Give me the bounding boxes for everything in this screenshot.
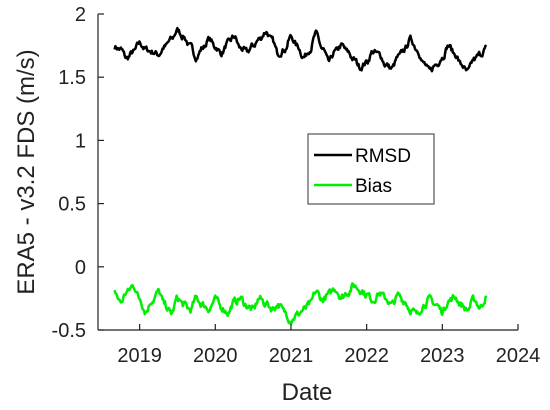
y-tick-label: 0.5 [58,194,86,216]
ticks-layer: -0.5 0 0.5 1 1.5 2 2019 2020 2021 2022 2023 2024 [52,4,541,367]
legend: RMSD Bias [307,133,435,205]
y-tick-label: -0.5 [52,320,86,342]
bias-series-line [113,282,488,325]
y-axis-label: ERA5 - v3.2 FDS (m/s) [13,49,40,294]
axes [97,14,518,331]
y-tick-label: 2 [75,4,86,26]
x-tick-label: 2019 [117,345,162,367]
x-tick-label: 2023 [420,345,465,367]
y-tick-label: 1 [75,130,86,152]
legend-rmsd-label: RMSD [355,146,411,167]
series-lines-layer [113,26,488,325]
x-tick-label: 2021 [269,345,314,367]
y-tick-label: 1.5 [58,67,86,89]
legend-box [307,133,435,205]
x-tick-label: 2022 [344,345,389,367]
x-axis-label: Date [282,379,333,406]
y-tick-label: 0 [75,257,86,279]
x-tick-label: 2020 [193,345,238,367]
x-tick-label: 2024 [496,345,541,367]
rmsd-series-line [113,26,488,73]
legend-bias-label: Bias [355,176,392,197]
